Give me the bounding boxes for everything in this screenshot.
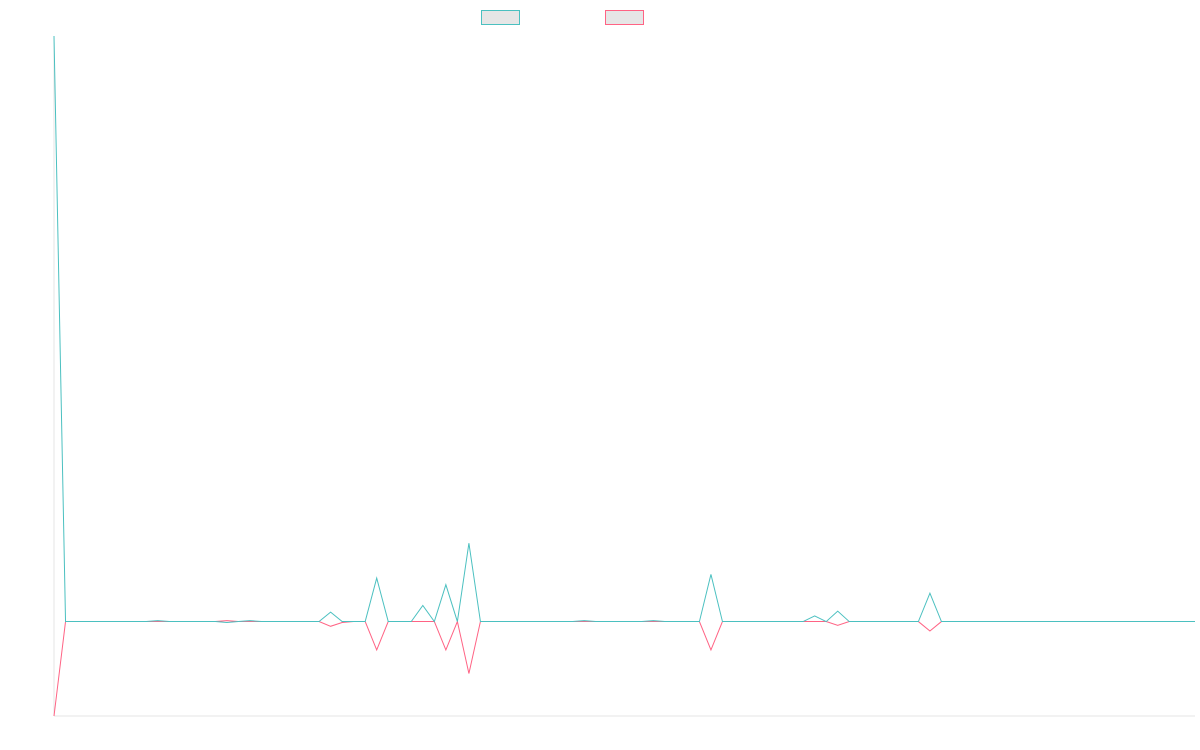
series-line-0	[53, 35, 1195, 624]
legend-swatch-0[interactable]	[481, 10, 520, 25]
legend-swatch-1[interactable]	[605, 10, 644, 25]
series-line-1	[53, 619, 1195, 717]
